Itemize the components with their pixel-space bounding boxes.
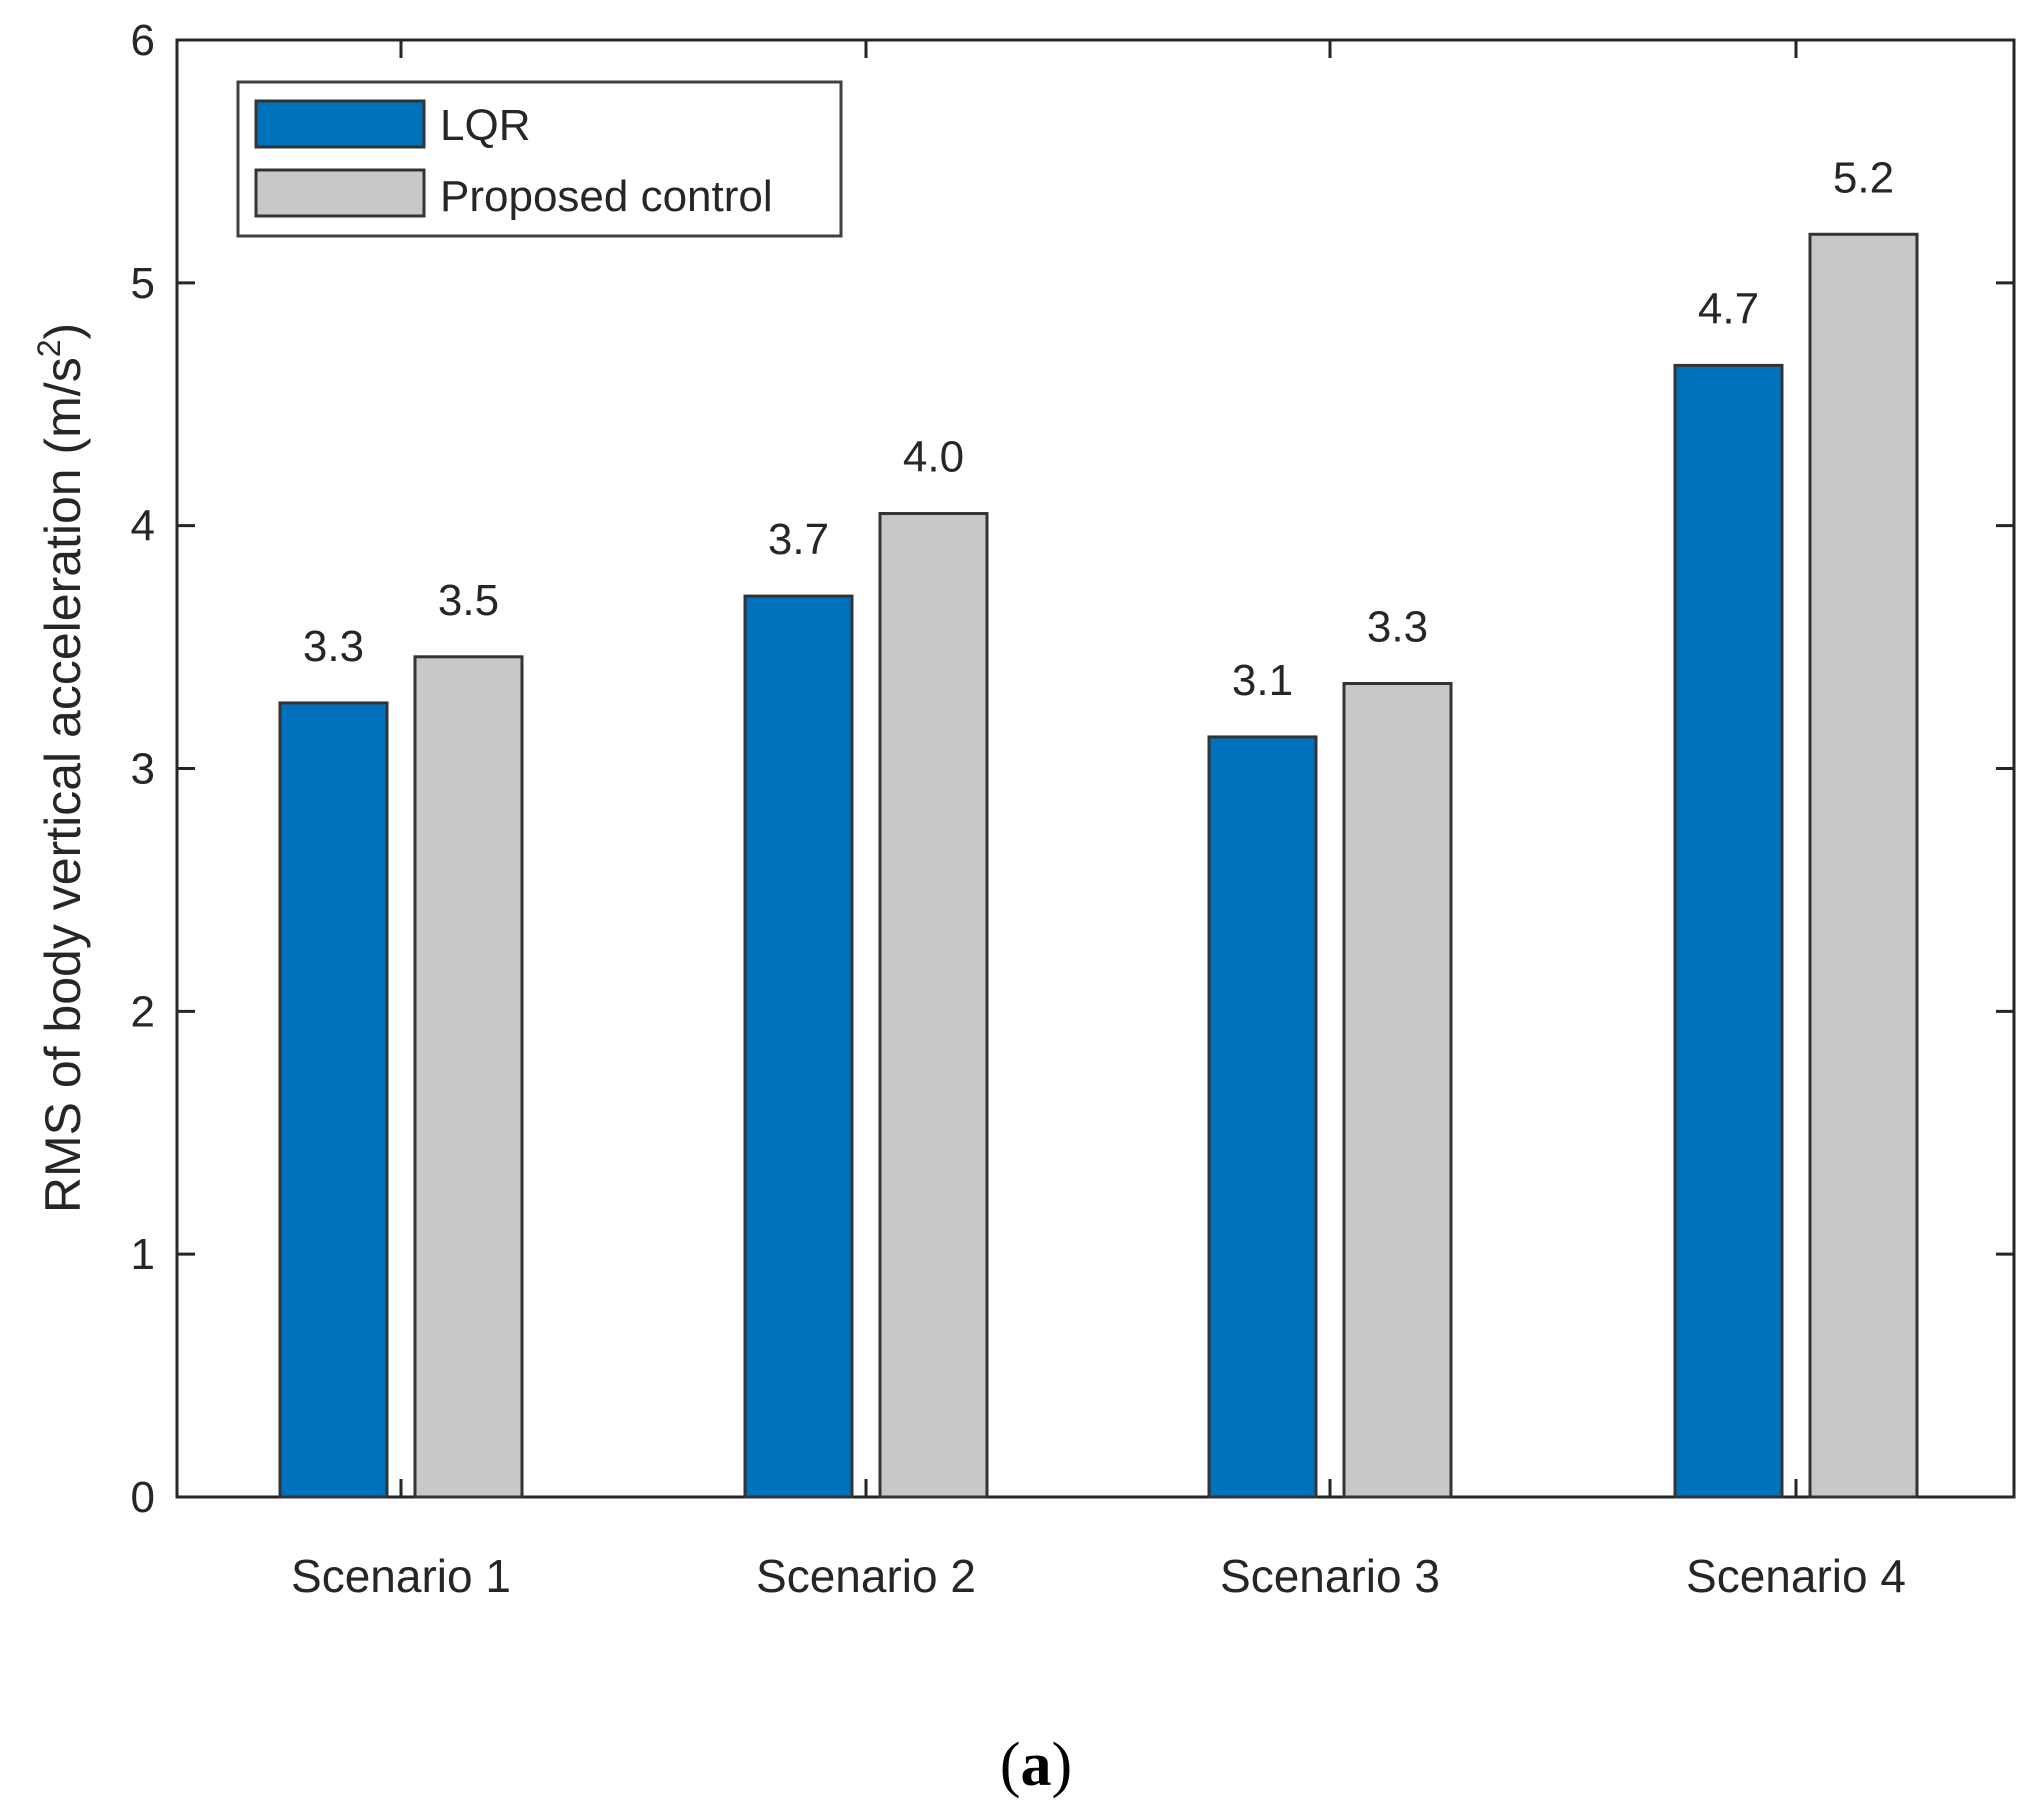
bar-lqr: [743, 594, 854, 1499]
bar-proposed-control: [1342, 682, 1453, 1499]
x-category-label: Scenario 2: [756, 1550, 976, 1602]
y-tick-label: 2: [131, 987, 155, 1036]
y-tick-label: 3: [131, 745, 155, 794]
panel-label-open: (: [1000, 1731, 1021, 1799]
y-axis-label-main: RMS of body vertical acceleration (m/s: [35, 357, 91, 1213]
legend-swatch-proposed-control: [254, 168, 426, 218]
x-category-label: Scenario 4: [1686, 1550, 1906, 1602]
data-label: 3.3: [1367, 603, 1428, 652]
legend-label-lqr: LQR: [440, 101, 530, 150]
panel-label: (a): [1000, 1731, 1072, 1799]
data-label: 5.2: [1833, 153, 1894, 202]
bar-proposed-control: [413, 655, 524, 1499]
panel-label-letter: a: [1021, 1731, 1052, 1799]
data-label: 3.1: [1232, 656, 1293, 705]
y-tick-label: 4: [131, 502, 155, 551]
data-labels: 3.3 3.7 3.1 4.7 3.5 4.0 3.3 5.2: [303, 153, 1894, 705]
data-label: 4.0: [903, 433, 964, 482]
axis-ticks: 0 1 2 3 4 5 6 Scenario 1 Scenario 2 Scenario 3 Sce…: [131, 16, 2014, 1602]
data-label: 4.7: [1698, 284, 1759, 333]
bar-lqr: [1673, 363, 1784, 1499]
legend: LQR Proposed control: [236, 80, 843, 238]
legend-label-proposed-control: Proposed control: [440, 172, 773, 221]
bar-lqr: [278, 701, 389, 1499]
data-label: 3.7: [768, 515, 829, 564]
bar-lqr: [1207, 735, 1318, 1499]
y-tick-label: 1: [131, 1230, 155, 1279]
legend-swatch-lqr: [254, 99, 426, 149]
data-label: 3.3: [303, 622, 364, 671]
y-axis-label-superscript: 2: [31, 340, 67, 358]
bar-proposed-control: [878, 512, 989, 1499]
y-tick-label: 5: [131, 259, 155, 308]
y-axis-label-close: ): [35, 323, 91, 340]
panel-label-close: ): [1052, 1731, 1073, 1799]
y-tick-label: 0: [131, 1473, 155, 1522]
x-category-label: Scenario 3: [1220, 1550, 1440, 1602]
y-axis-label: RMS of body vertical acceleration (m/s2): [31, 323, 91, 1213]
data-label: 3.5: [438, 576, 499, 625]
bar-proposed-control: [1808, 232, 1919, 1499]
bar-group: [278, 232, 1919, 1499]
x-category-label: Scenario 1: [291, 1550, 511, 1602]
y-tick-label: 6: [131, 16, 155, 65]
